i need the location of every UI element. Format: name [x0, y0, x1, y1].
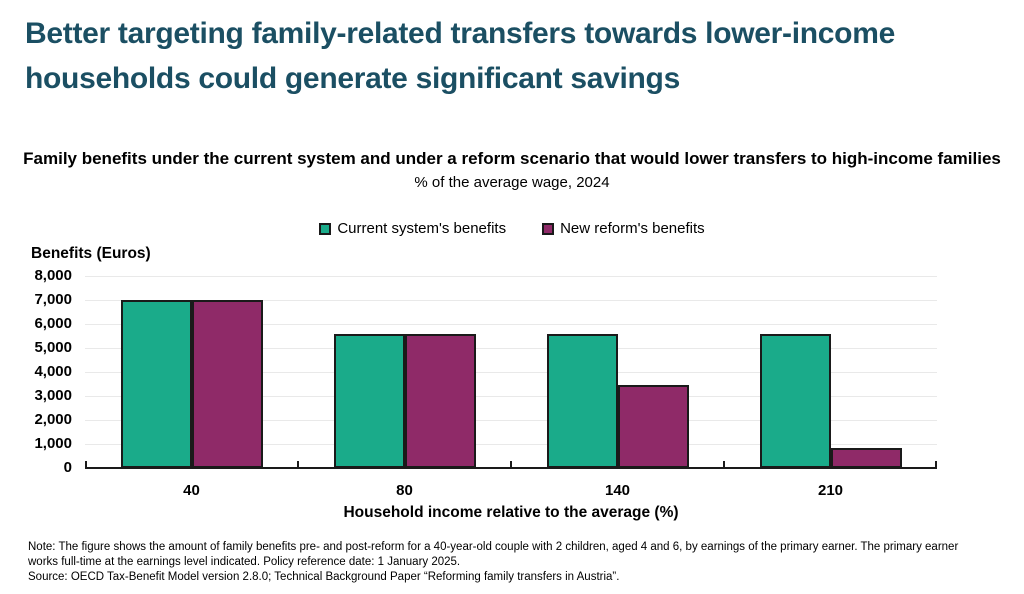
x-tick-label: 40	[183, 482, 200, 499]
gridline	[85, 275, 937, 277]
y-tick-label: 2,000	[34, 411, 72, 428]
legend-item: Current system's benefits	[319, 220, 506, 237]
gridline	[85, 395, 937, 397]
y-tick-label: 0	[63, 459, 72, 476]
note-text: Note: The figure shows the amount of fam…	[28, 541, 959, 568]
chart-subtitle: % of the average wage, 2024	[414, 174, 610, 191]
gridline	[85, 419, 937, 421]
x-axis-title: Household income relative to the average…	[343, 504, 679, 521]
legend-label: New reform's benefits	[560, 220, 705, 237]
gridline	[85, 371, 937, 373]
gridline	[85, 347, 937, 349]
page-title: Better targeting family-related transfer…	[25, 17, 895, 95]
x-tick-label: 140	[604, 482, 631, 499]
y-tick-label: 1,000	[34, 435, 72, 452]
x-axis-tick	[935, 461, 937, 468]
chart-title: Family benefits under the current system…	[23, 149, 1001, 168]
bar-reform-210	[830, 448, 902, 468]
chart-legend: Current system's benefits New reform's be…	[0, 220, 1024, 237]
gridline	[85, 299, 937, 301]
gridline	[85, 443, 937, 445]
x-tick-label: 210	[817, 482, 844, 499]
bar-current-140	[546, 334, 618, 468]
y-tick-label: 7,000	[34, 291, 72, 308]
legend-swatch-icon	[319, 222, 332, 235]
y-tick-label: 6,000	[34, 315, 72, 332]
x-axis-line	[85, 467, 937, 469]
legend-item: New reform's benefits	[542, 220, 705, 237]
y-tick-label: 4,000	[34, 363, 72, 380]
legend-swatch-icon	[542, 222, 555, 235]
x-axis-tick	[510, 461, 512, 468]
bar-current-40	[120, 300, 192, 468]
legend-label: Current system's benefits	[337, 220, 507, 237]
plot-area: 0 1,000 2,000 3,000 4,000 5,000 6,000 7,000 8,00…	[34, 267, 937, 499]
y-tick-label: 8,000	[34, 267, 72, 284]
bar-reform-140	[617, 385, 689, 468]
bar-current-80	[333, 334, 405, 468]
source-text: Source: OECD Tax-Benefit Model version 2…	[28, 571, 620, 583]
y-tick-label: 5,000	[34, 339, 72, 356]
x-axis-tick	[85, 461, 87, 468]
x-axis-tick	[723, 461, 725, 468]
y-axis-title: Benefits (Euros)	[31, 245, 151, 262]
gridline	[85, 323, 937, 325]
bar-reform-40	[191, 300, 263, 468]
x-axis-tick	[297, 461, 299, 468]
y-tick-label: 3,000	[34, 387, 72, 404]
bar-current-210	[759, 334, 831, 468]
bar-reform-80	[404, 334, 476, 468]
x-tick-label: 80	[396, 482, 413, 499]
